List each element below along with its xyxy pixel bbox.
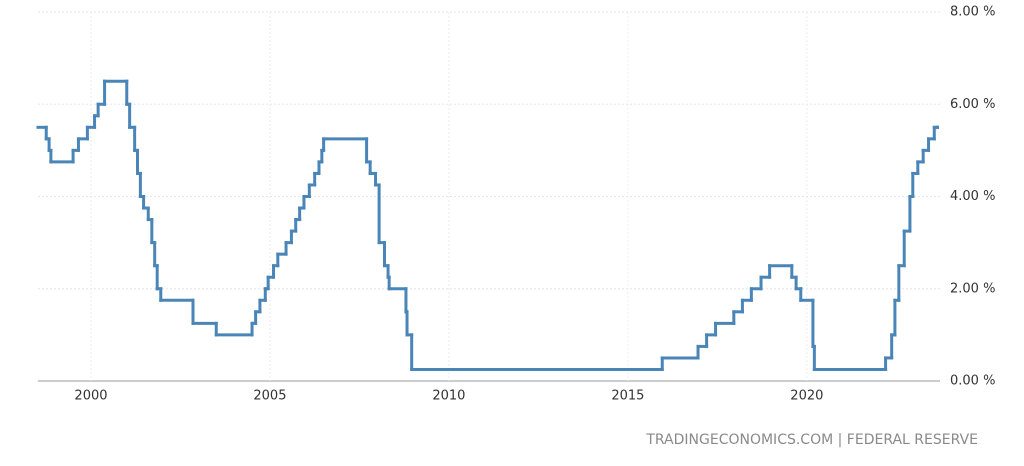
- x-tick-label: 2010: [432, 389, 465, 404]
- x-tick-label: 2005: [253, 389, 286, 404]
- x-tick-label: 2020: [790, 389, 823, 404]
- y-tick-label: 6.00 %: [950, 97, 995, 112]
- y-tick-label: 2.00 %: [950, 281, 995, 296]
- x-tick-label: 2015: [611, 389, 644, 404]
- y-tick-label: 8.00 %: [950, 5, 995, 20]
- y-tick-label: 0.00 %: [950, 374, 995, 389]
- source: TRADINGECONOMICS.COM | FEDERAL RESERVE: [645, 432, 978, 448]
- x-tick-label: 2000: [74, 389, 107, 404]
- y-tick-label: 4.00 %: [950, 189, 995, 204]
